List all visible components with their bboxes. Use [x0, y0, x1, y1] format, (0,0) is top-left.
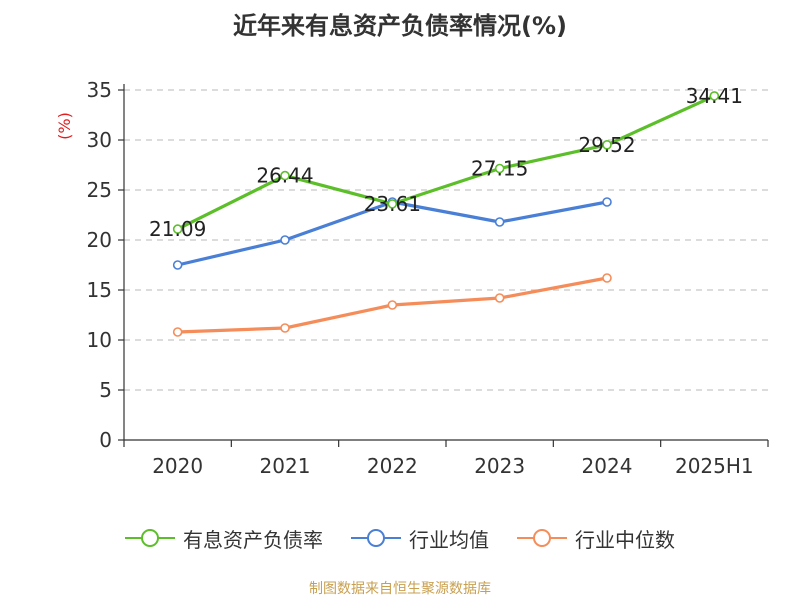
data-point [602, 140, 612, 150]
x-tick-label: 2023 [474, 454, 525, 478]
legend-label: 行业中位数 [575, 527, 675, 552]
x-tick-label: 2025H1 [675, 454, 754, 478]
x-tick-label: 2024 [582, 454, 633, 478]
legend-swatch-marker [367, 529, 385, 547]
data-label: 27.15 [471, 157, 528, 181]
data-point [280, 235, 290, 245]
data-label: 21.09 [149, 217, 206, 241]
data-point [172, 260, 183, 270]
y-tick-label: 35 [87, 78, 112, 102]
data-point [280, 323, 290, 333]
legend-swatch [351, 529, 401, 547]
chart-title: 近年来有息资产负债率情况(%) [233, 12, 567, 40]
legend: 有息资产负债率 行业均值 行业中位数 [0, 520, 800, 556]
y-tick-label: 20 [87, 228, 112, 252]
y-axis-label: (%) [55, 112, 74, 140]
data-point [172, 327, 183, 337]
legend-item[interactable]: 行业均值 [351, 524, 489, 553]
data-point [494, 217, 505, 227]
legend-label: 行业均值 [409, 527, 489, 552]
source-note: 制图数据来自恒生聚源数据库 [309, 581, 491, 597]
y-tick-label: 0 [99, 428, 112, 452]
y-tick-label: 5 [99, 378, 112, 402]
series-line [176, 94, 715, 231]
data-point [387, 199, 398, 209]
data-point [494, 163, 505, 174]
legend-swatch [517, 529, 567, 547]
data-point [387, 300, 398, 310]
data-point [494, 293, 505, 303]
y-tick-label: 25 [87, 178, 112, 202]
x-tick-label: 2020 [152, 454, 203, 478]
legend-swatch-marker [533, 529, 551, 547]
data-label: 26.44 [256, 164, 313, 188]
data-point [280, 170, 290, 181]
x-tick-label: 2022 [367, 454, 418, 478]
data-point [602, 273, 612, 283]
y-tick-label: 30 [87, 128, 112, 152]
legend-item[interactable]: 有息资产负债率 [125, 524, 323, 553]
data-point [602, 197, 612, 207]
data-label: 23.61 [364, 192, 421, 216]
data-point [172, 224, 183, 234]
y-tick-label: 10 [87, 328, 112, 352]
legend-item[interactable]: 行业中位数 [517, 524, 675, 553]
legend-label: 有息资产负债率 [183, 527, 323, 552]
x-tick-label: 2021 [260, 454, 311, 478]
y-tick-label: 15 [87, 278, 112, 302]
data-label: 34.41 [686, 84, 743, 108]
legend-swatch [125, 529, 175, 547]
data-point [709, 91, 720, 101]
data-label: 29.52 [578, 133, 635, 157]
legend-swatch-marker [141, 529, 159, 547]
